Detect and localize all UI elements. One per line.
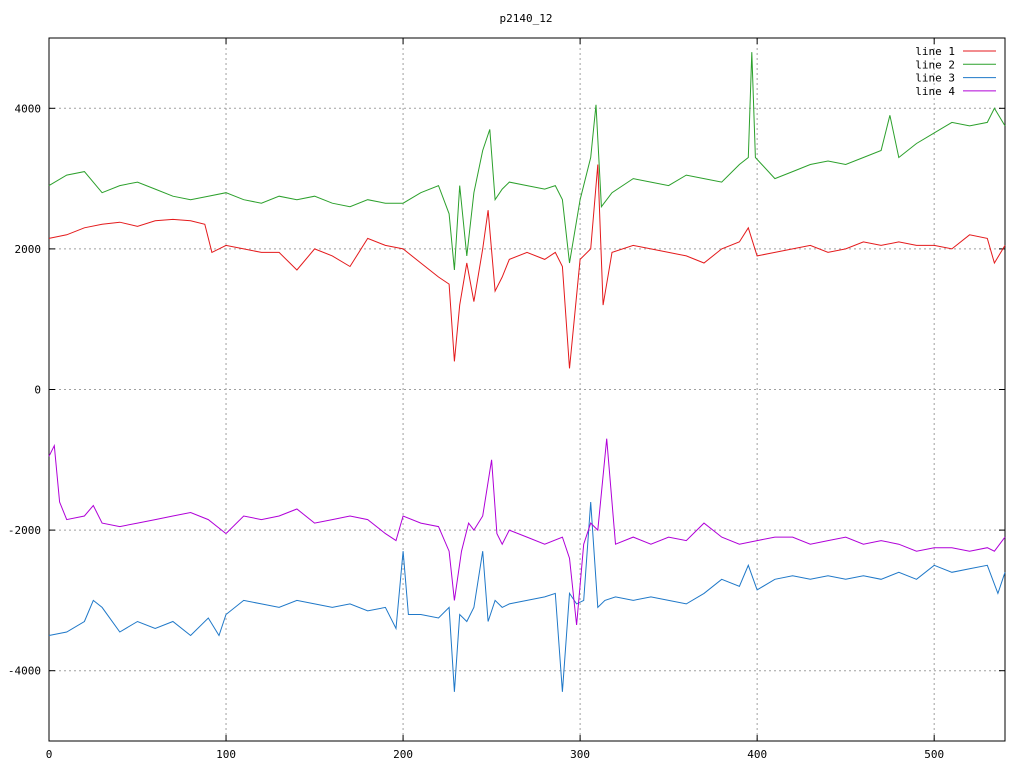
y-tick-label: 4000 <box>15 102 42 115</box>
legend-label: line 1 <box>915 45 955 58</box>
axes: 0 100 200 300 400 500 -4000 -2000 0 2000 4000 <box>8 37 1006 761</box>
x-tick-label: 100 <box>216 748 236 761</box>
series-line-3 <box>48 501 1006 692</box>
y-tick-label: -4000 <box>8 665 41 678</box>
series-line-1 <box>48 164 1006 369</box>
x-tick-label: 500 <box>924 748 944 761</box>
x-tick-label: 400 <box>747 748 767 761</box>
y-tick-label: 0 <box>34 384 41 397</box>
series-line-4 <box>48 438 1006 626</box>
y-tick-label: -2000 <box>8 524 41 537</box>
chart-title: p2140_12 <box>500 12 553 25</box>
x-tick-label: 300 <box>570 748 590 761</box>
legend-label: line 3 <box>915 72 955 85</box>
x-tick-label: 200 <box>393 748 413 761</box>
legend-label: line 4 <box>915 85 955 98</box>
legend-label: line 2 <box>915 58 955 71</box>
series-group <box>48 52 1006 692</box>
y-tick-label: 2000 <box>15 243 42 256</box>
grid <box>49 38 1005 741</box>
x-tick-label: 0 <box>46 748 53 761</box>
series-line-2 <box>48 52 1006 271</box>
plot-border <box>48 37 1006 742</box>
